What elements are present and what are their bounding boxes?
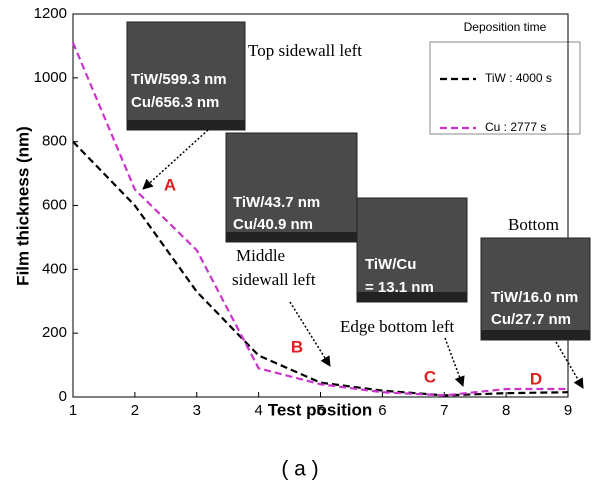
- legend-label: Cu : 2777 s: [485, 120, 546, 134]
- sem-inset: [356, 197, 468, 303]
- x-tick-label: 7: [440, 402, 448, 419]
- annotation: Top sidewall left: [248, 41, 362, 60]
- annotation: Edge bottom left: [340, 317, 455, 336]
- inset-label: Cu/40.9 nm: [233, 216, 313, 233]
- x-tick-label: 5: [316, 402, 324, 419]
- legend-title: Deposition time: [464, 20, 547, 34]
- inset-label: TiW/599.3 nm: [131, 71, 227, 88]
- series-line: [72, 140, 569, 397]
- series-line: [71, 42, 568, 397]
- sem-inset-bar: [127, 120, 245, 130]
- x-tick-label: 8: [502, 402, 510, 419]
- sem-inset: [225, 132, 358, 243]
- point-letter: B: [291, 337, 303, 356]
- sem-inset-bar: [481, 330, 590, 340]
- sem-inset-bar: [357, 292, 467, 302]
- y-tick-label: 600: [42, 196, 67, 213]
- y-tick-label: 0: [59, 388, 67, 405]
- sem-inset-bar: [226, 232, 357, 242]
- y-tick-label: 1000: [34, 69, 67, 86]
- y-axis-label: Film thickness (nm): [13, 126, 32, 286]
- inset-label: = 13.1 nm: [365, 279, 434, 296]
- x-tick-label: 3: [193, 402, 201, 419]
- y-tick-label: 200: [42, 324, 67, 341]
- x-tick-label: 9: [564, 402, 572, 419]
- caption: ( a ): [281, 458, 318, 481]
- x-tick-label: 6: [378, 402, 386, 419]
- inset-label: TiW/Cu: [365, 256, 416, 273]
- y-tick-label: 400: [42, 260, 67, 277]
- legend-box: [429, 41, 581, 135]
- inset-label: TiW/43.7 nm: [233, 194, 320, 211]
- x-tick-label: 1: [69, 402, 77, 419]
- annotation-arrow: [142, 129, 209, 190]
- legend-label: TiW : 4000 s: [485, 71, 552, 85]
- point-letter: C: [424, 367, 436, 386]
- x-axis-label: Test position: [268, 400, 373, 419]
- y-tick-label: 800: [42, 133, 67, 150]
- y-tick-label: 1200: [34, 5, 67, 22]
- annotation: Bottom: [508, 215, 559, 234]
- annotation-arrow: [555, 341, 584, 389]
- point-letter: D: [530, 369, 542, 388]
- inset-label: Cu/656.3 nm: [131, 94, 219, 111]
- inset-label: TiW/16.0 nm: [491, 289, 578, 306]
- annotation-arrow: [444, 337, 465, 387]
- x-tick-label: 4: [254, 402, 262, 419]
- annotation: Middle sidewall left: [232, 246, 316, 289]
- annotation-arrow: [289, 301, 331, 367]
- point-letter: A: [164, 175, 176, 194]
- x-tick-label: 2: [131, 402, 139, 419]
- inset-label: Cu/27.7 nm: [491, 311, 571, 328]
